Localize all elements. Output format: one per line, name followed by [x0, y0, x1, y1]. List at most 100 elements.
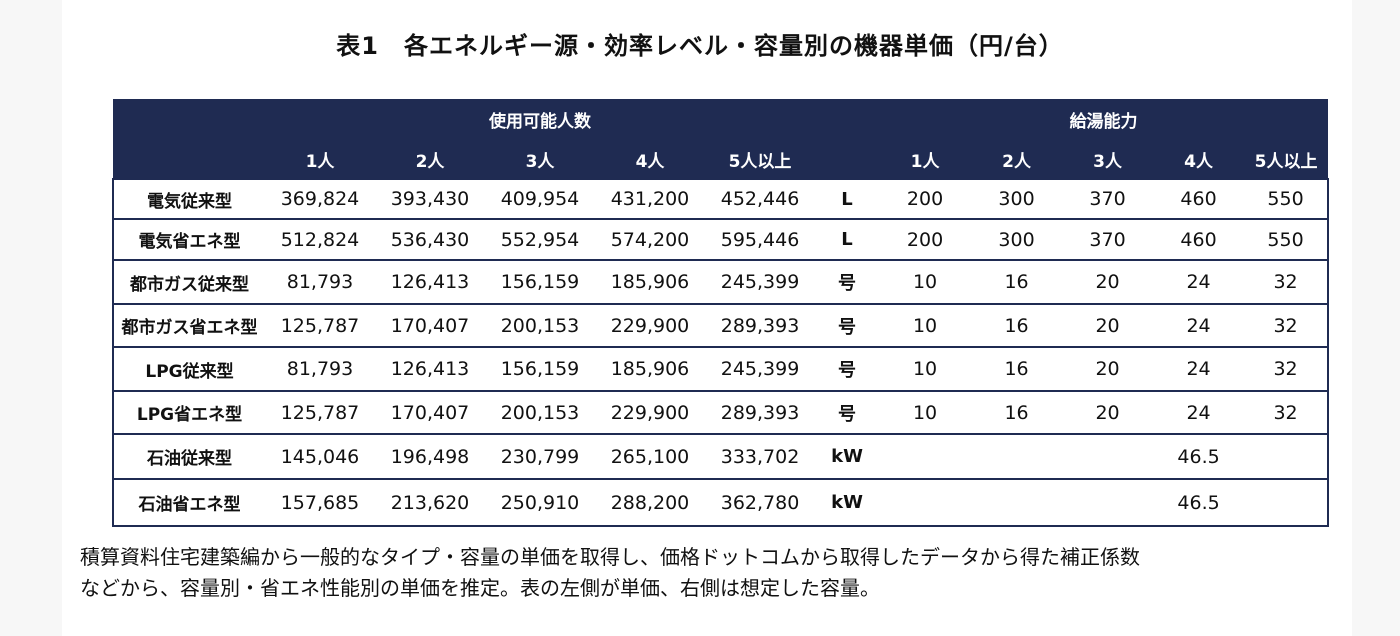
- price-cell: 362,780: [705, 478, 816, 527]
- footnote-line: などから、容量別・省エネ性能別の単価を推定。表の左側が単価、右側は想定した容量。: [80, 576, 880, 600]
- row-label: 石油省エネ型: [112, 478, 265, 527]
- header-blank: [815, 99, 880, 140]
- table-row: 石油従来型 145,046 196,498 230,799 265,100 33…: [112, 433, 1330, 479]
- unit-cell: kW: [815, 478, 880, 527]
- price-cell: 145,046: [265, 433, 375, 479]
- price-cell: 156,159: [485, 346, 595, 391]
- price-cell: 126,413: [375, 346, 485, 391]
- price-cell: 574,200: [595, 218, 705, 260]
- capacity-cell: 16: [971, 303, 1063, 347]
- capacity-cell: 460: [1153, 218, 1245, 260]
- capacity-cell: 16: [971, 259, 1063, 304]
- price-cell: 196,498: [375, 433, 485, 479]
- table-row: 電気従来型 369,824 393,430 409,954 431,200 45…: [112, 178, 1330, 219]
- sub-header-row: 1人 2人 3人 4人 5人以上 1人 2人 3人 4人 5人以上: [113, 140, 1329, 179]
- price-cell: 369,824: [265, 178, 375, 219]
- column-header: 1人: [879, 140, 972, 179]
- capacity-cell: 32: [1244, 303, 1330, 347]
- price-cell: 170,407: [375, 390, 485, 434]
- price-cell: 200,153: [485, 390, 595, 434]
- price-cell: 156,159: [485, 259, 595, 304]
- capacity-group-header: 給湯能力: [879, 99, 1329, 140]
- capacity-cell: [1244, 433, 1330, 479]
- price-cell: 452,446: [705, 178, 816, 219]
- row-label: 石油従来型: [112, 433, 265, 479]
- table-row: 電気省エネ型 512,824 536,430 552,954 574,200 5…: [112, 218, 1330, 260]
- column-header: 4人: [1153, 140, 1245, 179]
- capacity-cell: 20: [1062, 390, 1154, 434]
- capacity-cell: 32: [1244, 346, 1330, 391]
- capacity-cell: 10: [879, 303, 972, 347]
- column-header: 3人: [485, 140, 595, 179]
- capacity-cell: 20: [1062, 259, 1154, 304]
- column-header: 1人: [265, 140, 375, 179]
- capacity-cell: [879, 478, 972, 527]
- capacity-cell: 24: [1153, 390, 1245, 434]
- price-cell: 512,824: [265, 218, 375, 260]
- capacity-cell: 300: [971, 218, 1063, 260]
- price-cell: 230,799: [485, 433, 595, 479]
- capacity-cell: 460: [1153, 178, 1245, 219]
- capacity-cell: 24: [1153, 303, 1245, 347]
- unit-cell: 号: [815, 259, 880, 304]
- price-cell: 409,954: [485, 178, 595, 219]
- capacity-cell: 370: [1062, 178, 1154, 219]
- capacity-cell: 20: [1062, 346, 1154, 391]
- capacity-cell: 16: [971, 346, 1063, 391]
- price-cell: 245,399: [705, 346, 816, 391]
- price-cell: 125,787: [265, 390, 375, 434]
- capacity-cell: 16: [971, 390, 1063, 434]
- column-header: 2人: [971, 140, 1063, 179]
- price-cell: 213,620: [375, 478, 485, 527]
- capacity-cell: [971, 433, 1063, 479]
- table-row: LPG省エネ型 125,787 170,407 200,153 229,900 …: [112, 390, 1330, 434]
- price-cell: 393,430: [375, 178, 485, 219]
- capacity-cell: [1244, 478, 1330, 527]
- table-row: LPG従来型 81,793 126,413 156,159 185,906 24…: [112, 346, 1330, 391]
- usage-group-header: 使用可能人数: [265, 99, 816, 140]
- capacity-cell: 200: [879, 218, 972, 260]
- unit-cell: 号: [815, 390, 880, 434]
- price-cell: 200,153: [485, 303, 595, 347]
- price-cell: 157,685: [265, 478, 375, 527]
- price-cell: 81,793: [265, 346, 375, 391]
- unit-cell: L: [815, 218, 880, 260]
- unit-cell: L: [815, 178, 880, 219]
- table-title: 表1 各エネルギー源・効率レベル・容量別の機器単価（円/台）: [336, 32, 1064, 60]
- row-label: 都市ガス省エネ型: [112, 303, 265, 347]
- header-blank: [113, 99, 265, 140]
- price-cell: 170,407: [375, 303, 485, 347]
- capacity-cell: 24: [1153, 259, 1245, 304]
- price-cell: 229,900: [595, 303, 705, 347]
- price-cell: 289,393: [705, 303, 816, 347]
- price-cell: 250,910: [485, 478, 595, 527]
- header-blank: [815, 140, 880, 179]
- column-header: 4人: [595, 140, 705, 179]
- table-row: 都市ガス省エネ型 125,787 170,407 200,153 229,900…: [112, 303, 1330, 347]
- table-row: 都市ガス従来型 81,793 126,413 156,159 185,906 2…: [112, 259, 1330, 304]
- column-header: 2人: [375, 140, 485, 179]
- row-label: 都市ガス従来型: [112, 259, 265, 304]
- table-row: 石油省エネ型 157,685 213,620 250,910 288,200 3…: [112, 478, 1330, 527]
- unit-cell: 号: [815, 303, 880, 347]
- capacity-cell: 370: [1062, 218, 1154, 260]
- row-label: LPG省エネ型: [112, 390, 265, 434]
- price-cell: 185,906: [595, 259, 705, 304]
- capacity-cell: 24: [1153, 346, 1245, 391]
- capacity-cell: 46.5: [1153, 478, 1245, 527]
- group-header-row: 使用可能人数 給湯能力: [113, 99, 1329, 140]
- price-cell: 126,413: [375, 259, 485, 304]
- price-cell: 595,446: [705, 218, 816, 260]
- price-cell: 536,430: [375, 218, 485, 260]
- capacity-cell: [1062, 433, 1154, 479]
- price-cell: 552,954: [485, 218, 595, 260]
- column-header: 3人: [1062, 140, 1154, 179]
- row-label: LPG従来型: [112, 346, 265, 391]
- price-table: 使用可能人数 給湯能力 1人 2人 3人 4人 5人以上 1人 2人 3人 4人…: [112, 99, 1330, 527]
- capacity-cell: 300: [971, 178, 1063, 219]
- price-cell: 431,200: [595, 178, 705, 219]
- footnote-line: 積算資料住宅建築編から一般的なタイプ・容量の単価を取得し、価格ドットコムから取得…: [80, 545, 1140, 569]
- price-cell: 185,906: [595, 346, 705, 391]
- price-cell: 288,200: [595, 478, 705, 527]
- unit-cell: 号: [815, 346, 880, 391]
